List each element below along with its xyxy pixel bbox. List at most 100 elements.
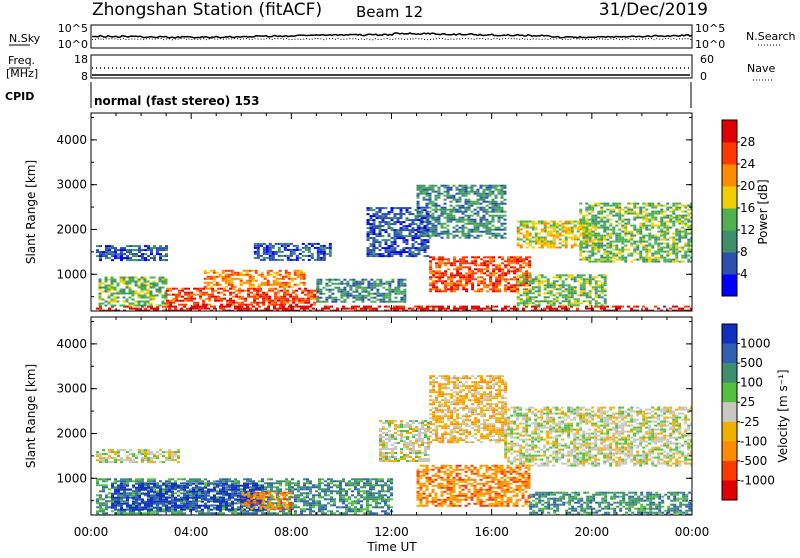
scatter-cell: [346, 293, 349, 295]
scatter-cell: [651, 237, 654, 239]
scatter-cell: [588, 245, 591, 247]
scatter-cell: [328, 279, 331, 281]
scatter-cell: [354, 496, 357, 498]
scatter-cell: [498, 211, 501, 213]
scatter-cell: [166, 294, 169, 296]
scatter-cell: [453, 258, 456, 260]
scatter-cell: [684, 205, 687, 207]
scatter-cell: [216, 496, 219, 498]
scatter-cell: [669, 249, 672, 251]
scatter-cell: [591, 223, 594, 225]
scatter-cell: [204, 482, 207, 484]
scatter-cell: [388, 295, 391, 297]
scatter-cell: [138, 287, 141, 289]
scatter-cell: [288, 486, 291, 488]
scatter-cell: [642, 211, 645, 213]
scatter-cell: [486, 185, 489, 187]
scatter-cell: [412, 219, 415, 221]
scatter-cell: [600, 255, 603, 257]
scatter-cell: [358, 287, 361, 289]
scatter-cell: [520, 233, 523, 235]
scatter-cell: [541, 276, 544, 278]
scatter-cell: [618, 203, 621, 205]
scatter-cell: [135, 277, 138, 279]
scatter-cell: [291, 482, 294, 484]
scatter-cell: [657, 205, 660, 207]
scatter-cell: [571, 292, 574, 294]
scatter-cell: [385, 217, 388, 219]
scatter-cell: [370, 217, 373, 219]
scatter-cell: [471, 189, 474, 191]
scatter-cell: [597, 223, 600, 225]
scatter-cell: [666, 217, 669, 219]
scatter-cell: [424, 225, 427, 227]
scatter-cell: [456, 270, 459, 272]
scatter-cell: [339, 494, 342, 496]
scatter-cell: [268, 296, 271, 298]
scatter-cell: [376, 215, 379, 217]
scatter-cell: [633, 219, 636, 221]
scatter-cell: [615, 221, 618, 223]
scatter-cell: [181, 300, 184, 302]
scatter-cell: [370, 227, 373, 229]
scatter-cell: [609, 209, 612, 211]
scatter-cell: [375, 500, 378, 502]
scatter-cell: [415, 229, 418, 231]
scatter-cell: [388, 235, 391, 237]
scatter-cell: [459, 207, 462, 209]
scatter-cell: [257, 249, 260, 251]
scatter-cell: [474, 272, 477, 274]
scatter-cell: [181, 296, 184, 298]
scatter-cell: [630, 235, 633, 237]
scatter-cell: [299, 253, 302, 255]
scatter-cell: [354, 306, 357, 308]
scatter-cell: [319, 301, 322, 303]
scatter-cell: [529, 298, 532, 300]
scatter-cell: [403, 247, 406, 249]
scatter-cell: [210, 282, 213, 284]
scatter-cell: [471, 205, 474, 207]
scatter-cell: [450, 278, 453, 280]
scatter-cell: [495, 282, 498, 284]
scatter-cell: [283, 294, 286, 296]
scatter-cell: [600, 207, 603, 209]
scatter-cell: [189, 480, 192, 482]
scatter-cell: [609, 229, 612, 231]
scatter-cell: [123, 247, 126, 249]
scatter-cell: [627, 213, 630, 215]
scatter-cell: [309, 492, 312, 494]
scatter-cell: [645, 225, 648, 227]
scatter-cell: [123, 297, 126, 299]
scatter-cell: [240, 274, 243, 276]
scatter-cell: [349, 295, 352, 297]
scatter-cell: [604, 276, 607, 278]
scatter-cell: [192, 306, 195, 308]
scatter-cell: [571, 229, 574, 231]
scatter-cell: [471, 288, 474, 290]
scatter-cell: [384, 490, 387, 492]
scatter-cell: [604, 278, 607, 280]
scatter-cell: [660, 205, 663, 207]
scatter-cell: [379, 249, 382, 251]
scatter-cell: [367, 207, 370, 209]
scatter-cell: [429, 288, 432, 290]
scatter-cell: [456, 274, 459, 276]
scatter-cell: [465, 280, 468, 282]
scatter-cell: [489, 211, 492, 213]
scatter-cell: [550, 225, 553, 227]
scatter-cell: [427, 245, 430, 247]
scatter-cell: [547, 286, 550, 288]
scatter-cell: [165, 297, 168, 299]
scatter-cell: [357, 482, 360, 484]
scatter-cell: [195, 482, 198, 484]
scatter-cell: [219, 306, 222, 308]
scatter-cell: [99, 259, 102, 261]
scatter-cell: [687, 221, 690, 223]
scatter-cell: [339, 492, 342, 494]
scatter-cell: [99, 287, 102, 289]
scatter-cell: [373, 223, 376, 225]
scatter-cell: [394, 301, 397, 303]
scatter-cell: [526, 294, 529, 296]
scatter-cell: [250, 302, 253, 304]
scatter-cell: [562, 286, 565, 288]
